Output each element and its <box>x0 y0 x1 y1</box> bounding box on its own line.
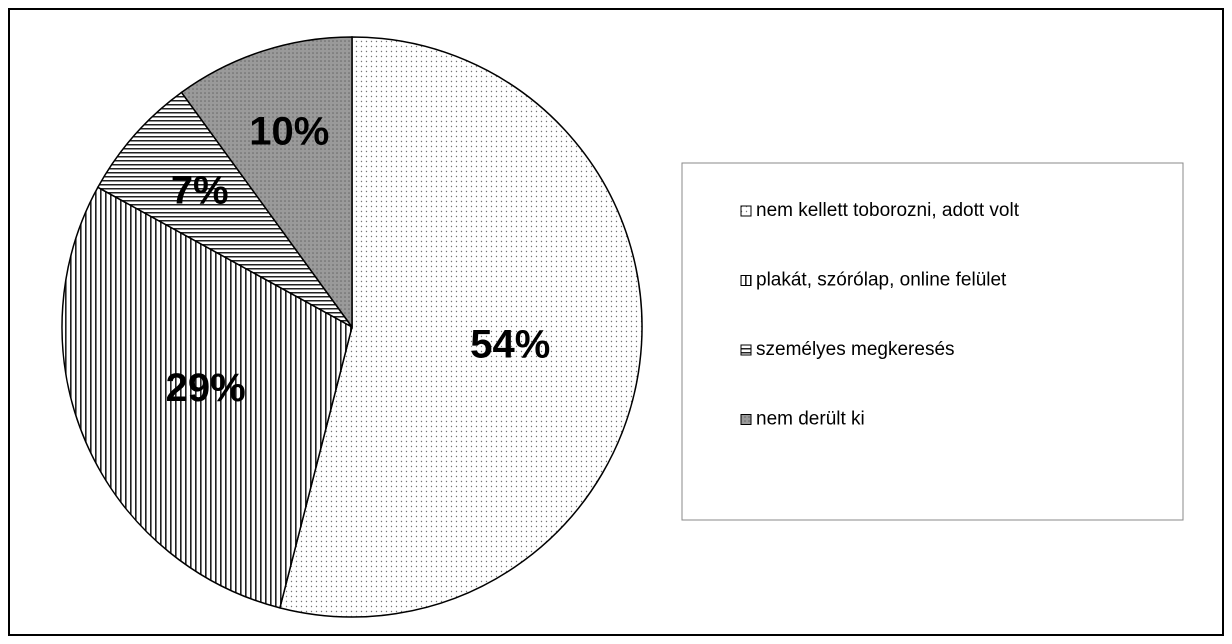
frame <box>8 8 1224 636</box>
legend-label: személyes megkeresés <box>756 339 955 360</box>
data-label: 7% <box>171 168 229 212</box>
legend-swatch <box>740 205 752 217</box>
data-label: 29% <box>166 366 246 410</box>
data-label: 54% <box>470 323 550 367</box>
data-label: 10% <box>249 109 329 153</box>
pie-slice <box>96 91 353 328</box>
legend-swatch <box>740 344 752 356</box>
legend-swatch <box>740 414 752 425</box>
legend-label: plakát, szórólap, online felület <box>756 270 1007 291</box>
legend-label: nem kellett toborozni, adott volt <box>756 200 1020 221</box>
pie-slice <box>61 186 353 609</box>
pie <box>61 36 643 618</box>
pie-slice <box>180 36 353 330</box>
legend: nem kellett toborozni, adott volt plakát,… <box>740 200 1020 430</box>
legend-box <box>681 162 1184 521</box>
legend-swatch <box>740 275 752 286</box>
legend-label: nem derült ki <box>756 409 865 430</box>
pie-slice <box>278 36 643 618</box>
labels: 54% 29% 7% 10% <box>166 109 551 409</box>
